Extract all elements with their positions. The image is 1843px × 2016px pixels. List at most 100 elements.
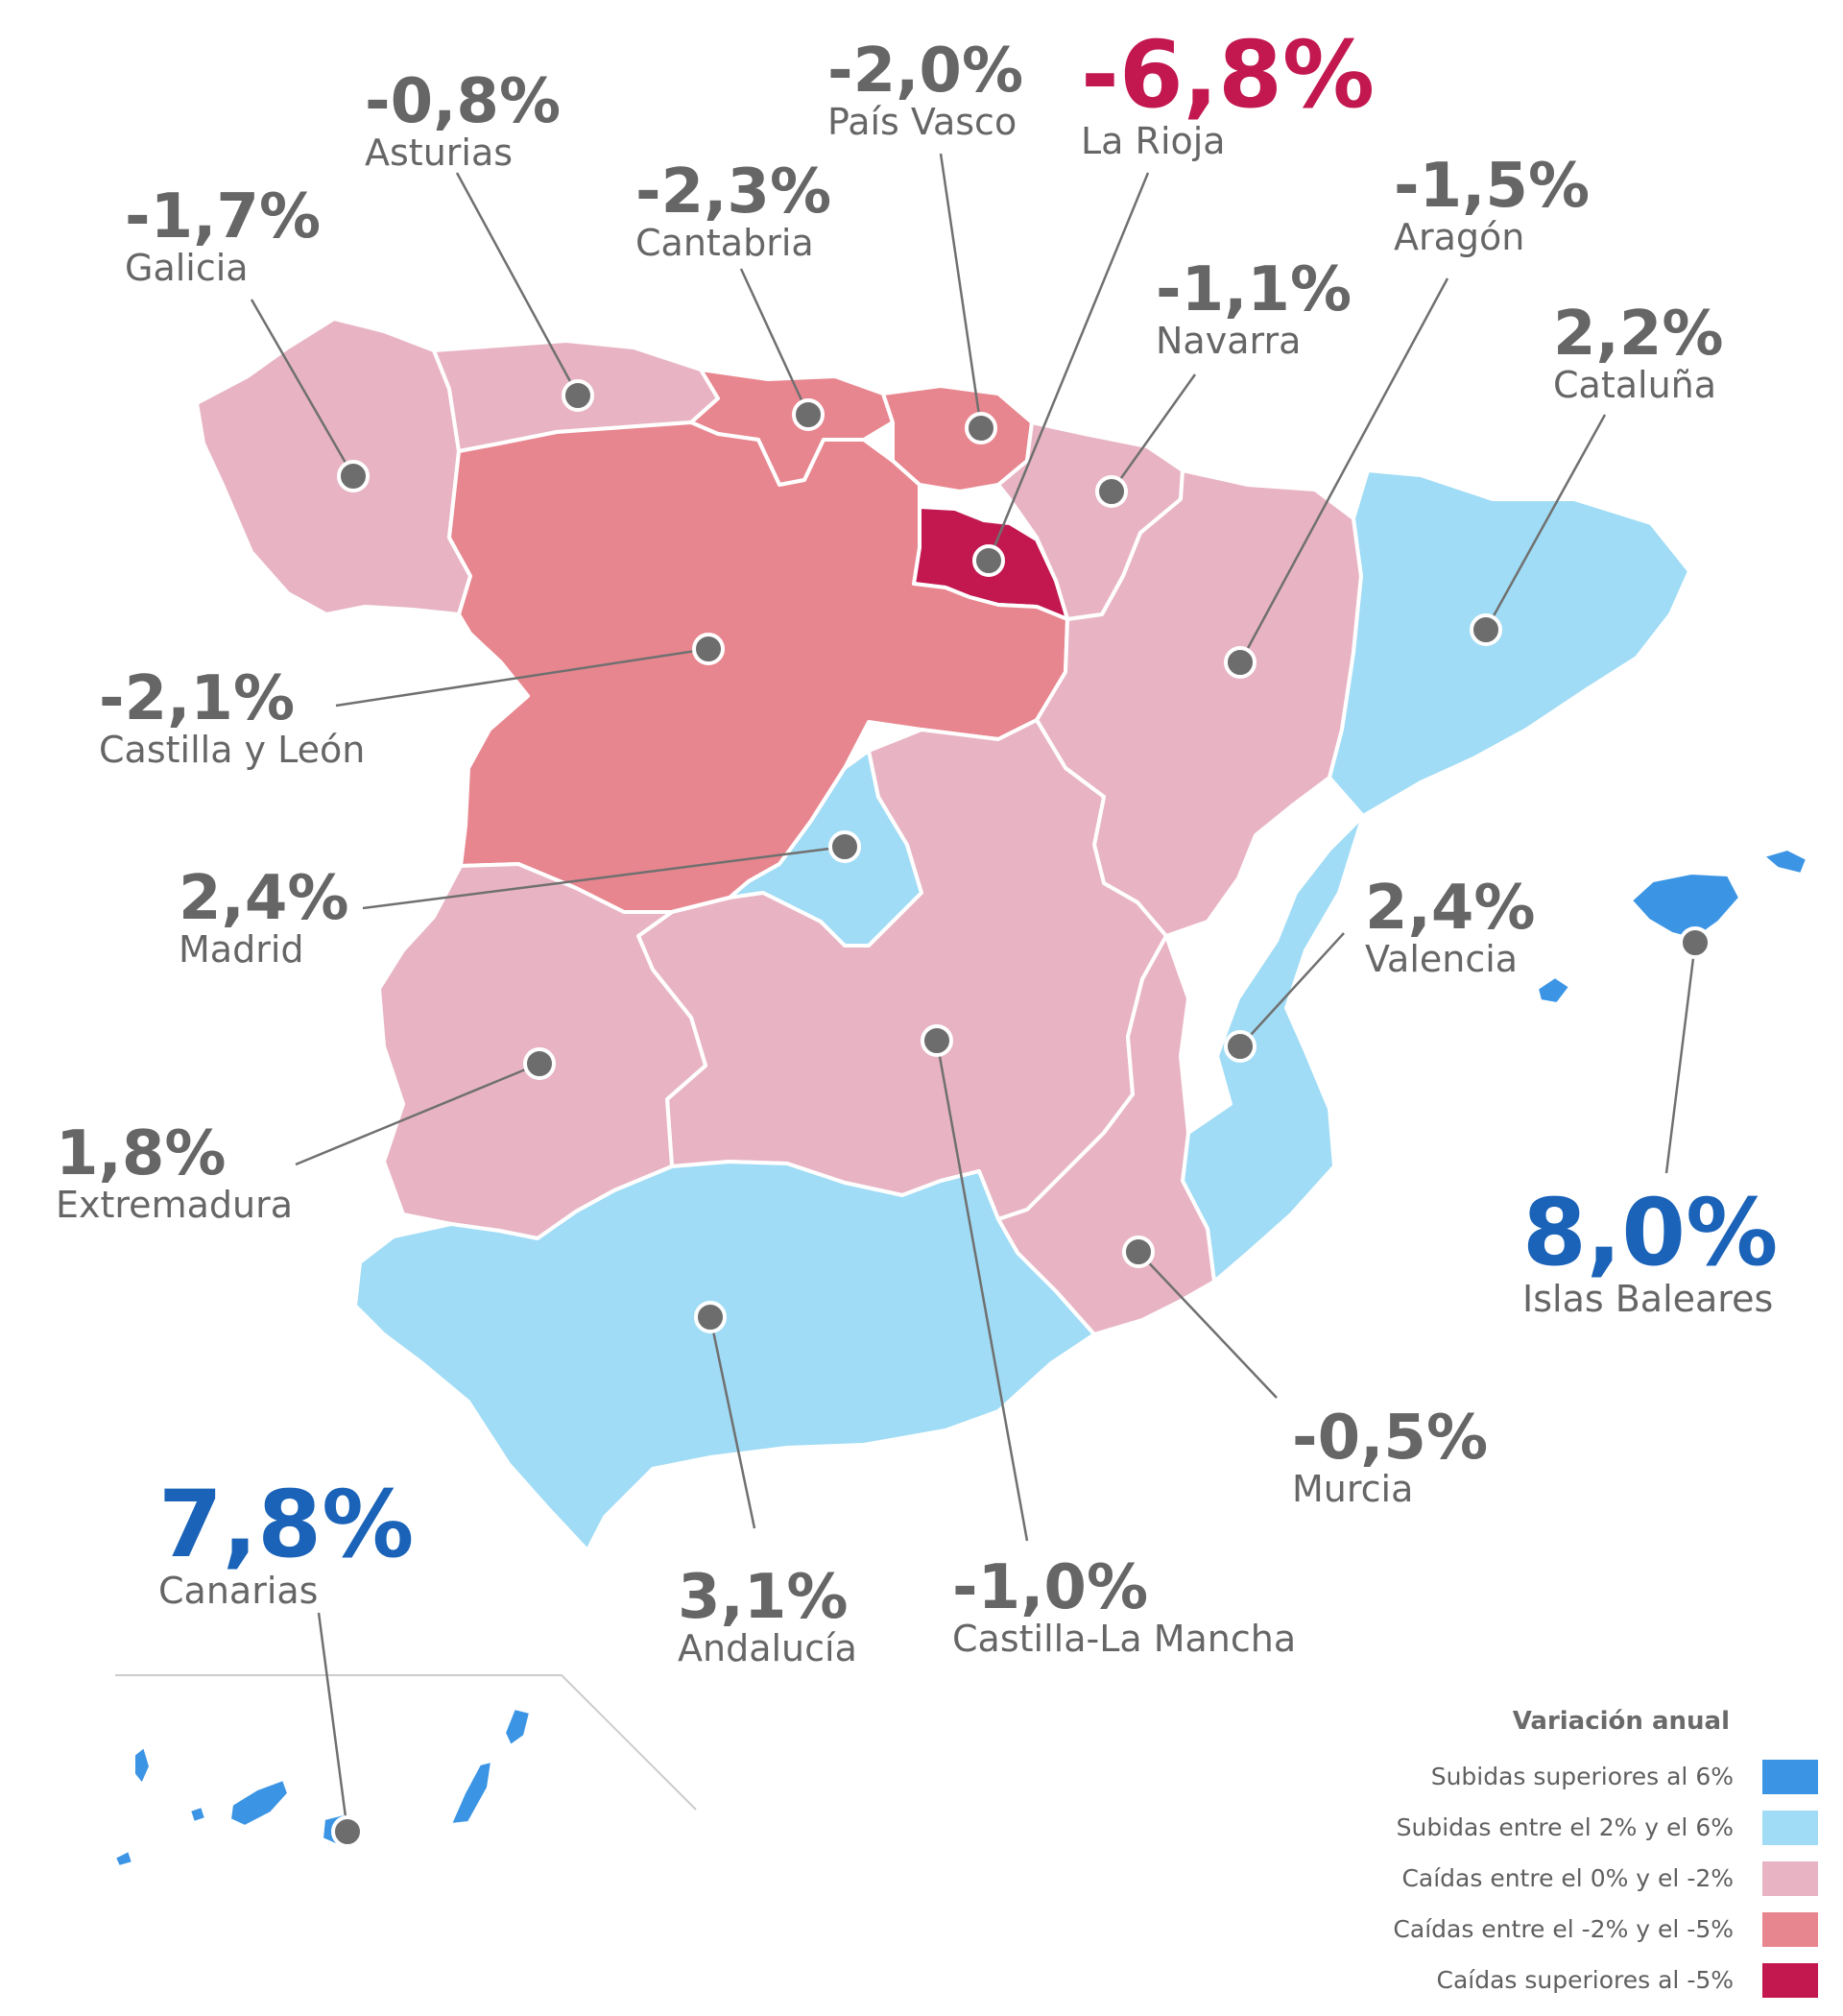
region-cataluna[interactable] (1328, 468, 1691, 818)
marker-andalucia (694, 1301, 727, 1333)
name-navarra: Navarra (1156, 320, 1302, 362)
value-castilla-leon: -2,1% (99, 663, 296, 734)
value-galicia: -1,7% (125, 181, 322, 252)
value-aragon: -1,5% (1394, 151, 1591, 222)
name-cantabria: Cantabria (635, 222, 814, 264)
legend-item: Caídas entre el -2% y el -5% (1242, 1904, 1818, 1955)
marker-asturias (562, 379, 594, 412)
island-tenerife[interactable] (228, 1778, 290, 1828)
label-aragon: -1,5% Aragón (1394, 156, 1590, 255)
value-castilla-la-mancha: -1,0% (952, 1552, 1149, 1623)
value-andalucia: 3,1% (678, 1562, 849, 1633)
label-galicia: -1,7% Galicia (125, 186, 321, 286)
legend-title: Variación anual (1512, 1707, 1730, 1736)
legend-item: Subidas superiores al 6% (1242, 1751, 1818, 1802)
marker-murcia (1122, 1236, 1155, 1268)
marker-cantabria (792, 398, 825, 431)
label-madrid: 2,4% Madrid (179, 868, 349, 968)
label-castilla-la-mancha: -1,0% Castilla-La Mancha (952, 1557, 1296, 1657)
label-navarra: -1,1% Navarra (1156, 259, 1352, 359)
marker-dots (331, 379, 1711, 1848)
name-cataluna: Cataluña (1553, 364, 1717, 406)
value-valencia: 2,4% (1365, 873, 1536, 944)
value-canarias: 7,8% (158, 1471, 415, 1578)
label-cantabria: -2,3% Cantabria (635, 161, 831, 261)
marker-cataluna (1470, 613, 1502, 646)
value-navarra: -1,1% (1156, 254, 1352, 325)
value-la-rioja: -6,8% (1081, 21, 1376, 129)
value-cataluna: 2,2% (1553, 299, 1724, 370)
name-aragon: Aragón (1394, 216, 1525, 258)
name-canarias: Canarias (158, 1570, 319, 1612)
legend-label: Caídas entre el -2% y el -5% (1393, 1915, 1734, 1943)
canarias-inset-line (115, 1674, 697, 1811)
island-ibiza[interactable] (1536, 975, 1571, 1005)
name-pais-vasco: País Vasco (827, 101, 1017, 143)
legend: Variación anual Subidas superiores al 6%… (1242, 1707, 1818, 2005)
value-cantabria: -2,3% (635, 156, 832, 228)
name-castilla-leon: Castilla y León (99, 729, 366, 771)
marker-valencia (1224, 1030, 1257, 1063)
label-valencia: 2,4% Valencia (1365, 877, 1536, 977)
label-pais-vasco: -2,0% País Vasco (827, 40, 1023, 140)
name-la-rioja: La Rioja (1081, 120, 1226, 162)
legend-swatch (1762, 1911, 1818, 1947)
region-andalucia[interactable] (353, 1160, 1096, 1552)
legend-swatch (1762, 1810, 1818, 1845)
value-madrid: 2,4% (179, 863, 349, 934)
marker-baleares (1679, 926, 1711, 959)
island-la-palma[interactable] (133, 1745, 152, 1786)
name-asturias: Asturias (365, 132, 514, 174)
marker-castilla-la-mancha (921, 1024, 953, 1057)
value-pais-vasco: -2,0% (827, 36, 1024, 107)
label-la-rioja: -6,8% La Rioja (1081, 29, 1375, 159)
legend-item: Subidas entre el 2% y el 6% (1242, 1802, 1818, 1853)
marker-aragon (1224, 646, 1257, 679)
label-castilla-leon: -2,1% Castilla y León (99, 668, 365, 768)
legend-label: Subidas superiores al 6% (1430, 1763, 1734, 1790)
legend-swatch (1762, 1962, 1818, 1998)
name-extremadura: Extremadura (56, 1184, 293, 1226)
legend-label: Caídas superiores al -5% (1436, 1966, 1735, 1994)
legend-swatch (1762, 1759, 1818, 1794)
name-valencia: Valencia (1365, 938, 1519, 980)
island-la-gomera[interactable] (188, 1805, 207, 1824)
legend-swatch (1762, 1860, 1818, 1896)
name-baleares: Islas Baleares (1522, 1278, 1774, 1320)
marker-galicia (337, 460, 370, 492)
region-galicia[interactable] (195, 317, 472, 616)
legend-label: Caídas entre el 0% y el -2% (1401, 1864, 1734, 1892)
legend-label: Subidas entre el 2% y el 6% (1396, 1813, 1734, 1841)
marker-navarra (1095, 475, 1128, 508)
value-asturias: -0,8% (365, 66, 562, 137)
marker-extremadura (523, 1047, 556, 1080)
island-el-hierro[interactable] (113, 1849, 134, 1868)
label-extremadura: 1,8% Extremadura (56, 1123, 293, 1223)
marker-madrid (828, 830, 861, 863)
name-murcia: Murcia (1292, 1468, 1414, 1510)
name-madrid: Madrid (179, 928, 304, 971)
label-asturias: -0,8% Asturias (365, 71, 561, 171)
island-mallorca[interactable] (1630, 872, 1741, 941)
marker-pais-vasco (965, 412, 997, 444)
name-andalucia: Andalucía (678, 1627, 857, 1669)
label-canarias: 7,8% Canarias (158, 1478, 414, 1609)
label-baleares: 8,0% Islas Baleares (1522, 1187, 1778, 1317)
island-menorca[interactable] (1761, 848, 1808, 876)
name-castilla-la-mancha: Castilla-La Mancha (952, 1618, 1297, 1660)
label-cataluna: 2,2% Cataluña (1553, 303, 1724, 403)
leader-lines (250, 153, 1697, 1833)
label-andalucia: 3,1% Andalucía (678, 1567, 857, 1667)
name-galicia: Galicia (125, 247, 249, 289)
island-lanzarote[interactable] (503, 1707, 532, 1747)
island-fuerteventura[interactable] (449, 1760, 493, 1826)
value-murcia: -0,5% (1292, 1403, 1489, 1474)
value-extremadura: 1,8% (56, 1118, 227, 1189)
legend-item: Caídas superiores al -5% (1242, 1955, 1818, 2005)
label-murcia: -0,5% Murcia (1292, 1407, 1488, 1507)
marker-castilla-leon (692, 633, 725, 665)
marker-la-rioja (972, 544, 1005, 577)
value-baleares: 8,0% (1522, 1179, 1779, 1286)
marker-canarias (331, 1815, 364, 1848)
